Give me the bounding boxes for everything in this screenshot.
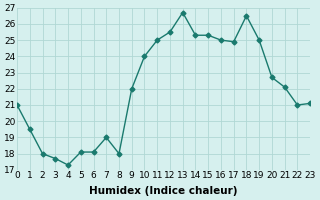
X-axis label: Humidex (Indice chaleur): Humidex (Indice chaleur) <box>89 186 238 196</box>
